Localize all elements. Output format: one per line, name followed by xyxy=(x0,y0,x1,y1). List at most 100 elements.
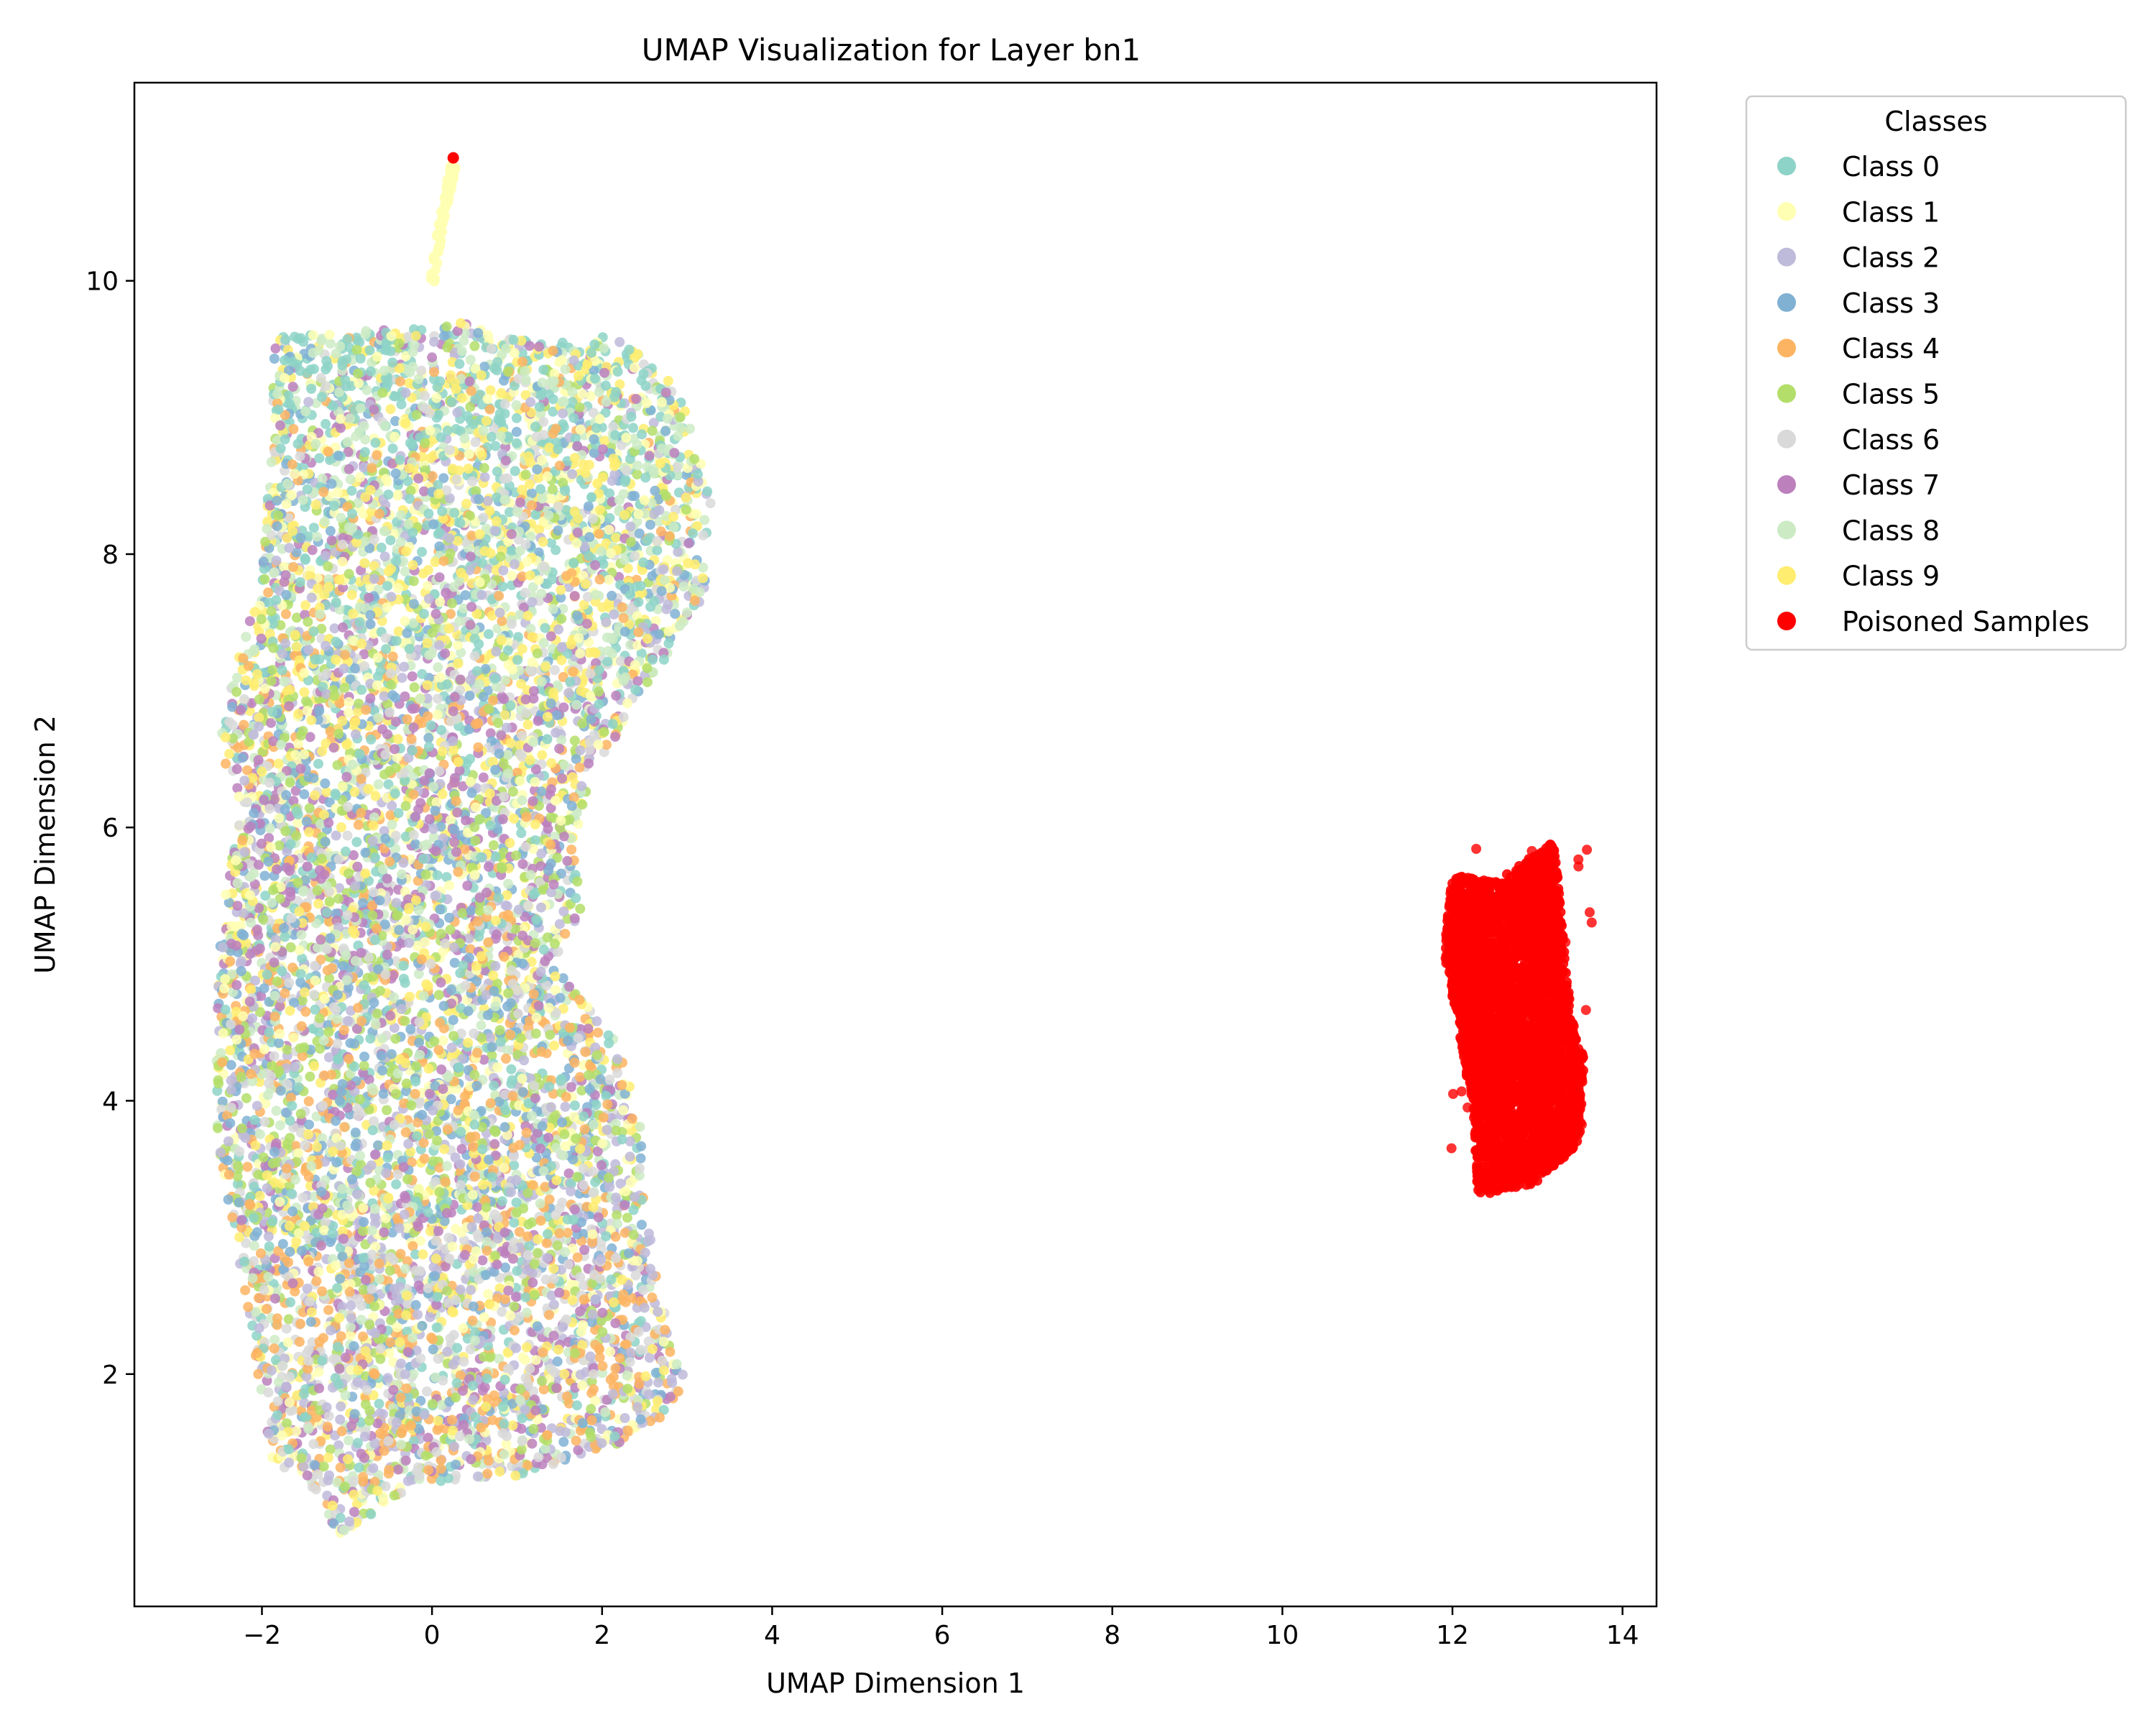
class-9-point xyxy=(385,404,396,415)
class-2-point xyxy=(396,1358,406,1369)
class-4-point xyxy=(227,1212,238,1223)
class-6-point xyxy=(451,474,462,485)
class-8-point xyxy=(270,1335,280,1346)
class-6-point xyxy=(478,512,489,523)
class-9-point xyxy=(346,589,357,600)
class-5-point xyxy=(470,835,481,846)
class-5-point xyxy=(622,1213,632,1223)
class-7-point xyxy=(232,783,243,794)
class-2-point xyxy=(262,1183,272,1194)
class-0-point xyxy=(314,453,325,464)
class-9-point xyxy=(537,750,548,760)
class-2-point xyxy=(387,801,397,811)
class-1-point xyxy=(618,1105,629,1116)
class-0-point xyxy=(487,431,497,442)
class-0-point xyxy=(391,1179,402,1190)
class-0-point xyxy=(313,758,323,769)
class-8-point xyxy=(465,354,476,365)
class-9-point xyxy=(509,814,520,824)
class-4-point xyxy=(501,1053,511,1064)
class-7-point xyxy=(231,764,242,775)
class-5-point xyxy=(282,1418,292,1429)
class-1-point xyxy=(345,1330,356,1341)
class-0-point xyxy=(628,423,638,433)
class-7-point xyxy=(402,1347,413,1358)
class-3-point xyxy=(378,1088,389,1099)
class-0-point xyxy=(619,477,630,487)
class-2-point xyxy=(429,336,439,347)
class-5-point xyxy=(382,1105,392,1116)
class-4-point xyxy=(594,528,604,539)
class-3-point xyxy=(390,415,401,426)
class-6-point xyxy=(281,1323,292,1334)
class-8-point xyxy=(673,431,683,441)
class-4-point xyxy=(335,1462,346,1473)
class-0-point xyxy=(374,1399,384,1409)
class-7-point xyxy=(477,1255,488,1266)
class-3-point xyxy=(304,1119,314,1130)
class-5-point xyxy=(548,484,558,494)
class-5-point xyxy=(241,1092,252,1103)
class-0-point xyxy=(590,1177,601,1187)
class-7-point xyxy=(392,1464,403,1475)
class-9-point xyxy=(599,436,610,446)
class-7-point xyxy=(256,633,267,644)
class-9-point xyxy=(522,719,533,730)
class-2-point xyxy=(379,551,390,562)
class-8-point xyxy=(271,1105,282,1116)
class-0-point xyxy=(393,808,404,819)
class-5-point xyxy=(647,426,658,436)
class-0-point xyxy=(286,1189,297,1199)
class-3-point xyxy=(428,519,439,530)
class-7-point xyxy=(377,724,388,735)
class-1-point xyxy=(577,1380,588,1391)
class-3-point xyxy=(479,362,490,372)
class-0-point xyxy=(510,466,520,477)
class-4-point xyxy=(323,1305,334,1315)
class-5-point xyxy=(295,1108,306,1119)
class-8-point xyxy=(317,473,328,484)
class-2-point xyxy=(448,736,459,747)
class-0-point xyxy=(385,535,396,546)
class-8-point xyxy=(325,339,336,349)
class-6-point xyxy=(332,1038,343,1049)
class-5-point xyxy=(545,811,556,822)
class-9-point xyxy=(610,533,621,543)
chart-title: UMAP Visualization for Layer bn1 xyxy=(642,32,1141,68)
class-4-point xyxy=(590,1340,601,1351)
class-2-point xyxy=(614,336,625,347)
class-3-point xyxy=(636,1220,647,1230)
class-7-point xyxy=(516,1423,527,1434)
class-1-point xyxy=(537,455,547,466)
class-0-point xyxy=(490,851,501,862)
class-4-point xyxy=(221,758,231,769)
class-0-point xyxy=(462,410,473,421)
class-0-point xyxy=(586,492,597,502)
class-7-point xyxy=(436,1064,447,1075)
class-2-point xyxy=(247,1013,257,1024)
class-2-point xyxy=(553,624,564,635)
class-9-point xyxy=(321,787,332,797)
class-6-point xyxy=(588,1369,599,1379)
class-6-point xyxy=(604,1075,615,1085)
class-0-point xyxy=(540,622,550,633)
class-5-point xyxy=(469,341,480,351)
class-8-point xyxy=(254,1129,265,1140)
class-4-point xyxy=(566,845,577,855)
class-4-point xyxy=(295,1318,305,1329)
class-3-point xyxy=(350,1127,361,1138)
class-6-point xyxy=(508,1151,519,1162)
class-3-point xyxy=(299,789,310,800)
class-3-point xyxy=(287,1206,298,1217)
class-0-point xyxy=(509,1218,520,1228)
class-8-point xyxy=(502,1045,512,1056)
class-0-point xyxy=(511,413,522,423)
class-2-point xyxy=(280,638,291,649)
class-4-point xyxy=(560,929,571,939)
class-9-point xyxy=(331,654,341,665)
class-6-point xyxy=(342,830,353,841)
class-6-point xyxy=(612,1068,623,1078)
class-2-point xyxy=(379,691,390,702)
class-2-point xyxy=(576,781,587,791)
class-9-point xyxy=(550,971,561,982)
